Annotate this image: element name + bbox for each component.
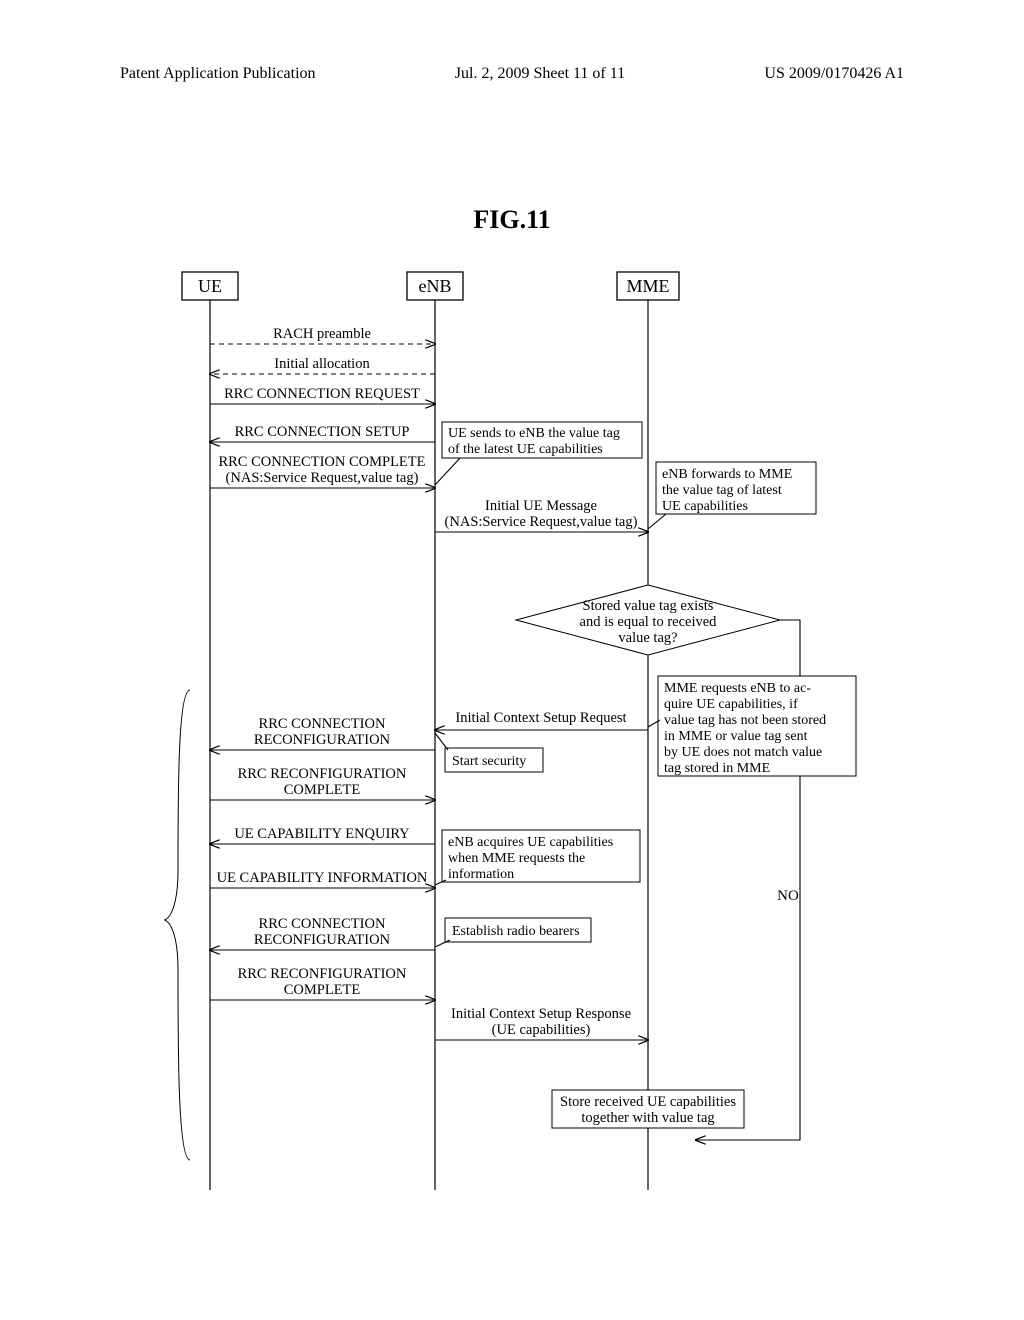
note1-l1: UE sends to eNB the value tag [448, 426, 620, 441]
note5-l1: eNB acquires UE capabilities [448, 835, 613, 850]
note2-l1: eNB forwards to MME [662, 467, 792, 482]
msg-rrc-reconf-comp2-l2: COMPLETE [284, 982, 361, 998]
note7-l2: together with value tag [581, 1110, 714, 1126]
msg-rrc-reconf-comp1-l1: RRC RECONFIGURATION [238, 766, 407, 782]
msg-rrc-reconf-comp1-l2: COMPLETE [284, 782, 361, 798]
msg-rrc-complete-label2: (NAS:Service Request,value tag) [226, 470, 419, 486]
note4-pointer [435, 733, 448, 750]
note3-l1: MME requests eNB to ac- [664, 681, 811, 696]
enb-label: eNB [419, 276, 452, 296]
note7-l1: Store received UE capabilities [560, 1094, 736, 1110]
msg-rrc-complete-label1: RRC CONNECTION COMPLETE [218, 454, 425, 470]
note1-l2: of the latest UE capabilities [448, 442, 603, 457]
note3-l6: tag stored in MME [664, 761, 770, 776]
msg-rrc-reconf2-l2: RECONFIGURATION [254, 932, 391, 948]
figure-title: FIG.11 [0, 205, 1024, 235]
msg-rrc-reconf2-l1: RRC CONNECTION [259, 916, 386, 932]
msg-initalloc-label: Initial allocation [274, 356, 370, 372]
header-right: US 2009/0170426 A1 [764, 65, 904, 83]
ue-label: UE [198, 276, 222, 296]
note2-l2: the value tag of latest [662, 483, 782, 498]
group-brace [164, 690, 190, 1160]
msg-rach-label: RACH preamble [273, 326, 371, 342]
header-center: Jul. 2, 2009 Sheet 11 of 11 [455, 65, 625, 83]
decision-l3: value tag? [618, 630, 677, 646]
msg-cap-info-label: UE CAPABILITY INFORMATION [217, 870, 428, 886]
decision-l1: Stored value tag exists [583, 598, 714, 614]
msg-ctx-resp-l1: Initial Context Setup Response [451, 1006, 631, 1022]
msg-ctx-resp-l2: (UE capabilities) [492, 1022, 591, 1038]
note3-l4: in MME or value tag sent [664, 729, 808, 744]
note3-l3: value tag has not been stored [664, 713, 826, 728]
msg-rrc-reconf1-l2: RECONFIGURATION [254, 732, 391, 748]
msg-rrc-reconf1-l1: RRC CONNECTION [259, 716, 386, 732]
no-label: NO [777, 888, 799, 904]
note1-pointer [435, 458, 460, 485]
msg-ctx-req-label: Initial Context Setup Request [455, 710, 626, 726]
msg-rrc-req-label: RRC CONNECTION REQUEST [224, 386, 420, 402]
page-header: Patent Application Publication Jul. 2, 2… [0, 65, 1024, 83]
note6-pointer [435, 940, 450, 947]
note3-l5: by UE does not match value [664, 745, 822, 760]
msg-cap-enq-label: UE CAPABILITY ENQUIRY [234, 826, 410, 842]
note4: Start security [452, 754, 526, 769]
note5-l2: when MME requests the [448, 851, 585, 866]
decision-l2: and is equal to received [580, 614, 718, 630]
msg-init-ue-l1: Initial UE Message [485, 498, 597, 514]
header-left: Patent Application Publication [120, 65, 316, 83]
mme-label: MME [626, 276, 669, 296]
note2-pointer [648, 514, 666, 529]
msg-rrc-reconf-comp2-l1: RRC RECONFIGURATION [238, 966, 407, 982]
note5-l3: information [448, 867, 514, 882]
msg-rrc-setup-label: RRC CONNECTION SETUP [235, 424, 410, 440]
note3-l2: quire UE capabilities, if [664, 697, 798, 712]
page: Patent Application Publication Jul. 2, 2… [0, 0, 1024, 1320]
note6: Establish radio bearers [452, 924, 580, 939]
msg-init-ue-l2: (NAS:Service Request,value tag) [445, 514, 638, 530]
note2-l3: UE capabilities [662, 499, 748, 514]
sequence-diagram: UE eNB MME RACH preamble Initial allocat… [160, 270, 900, 1200]
